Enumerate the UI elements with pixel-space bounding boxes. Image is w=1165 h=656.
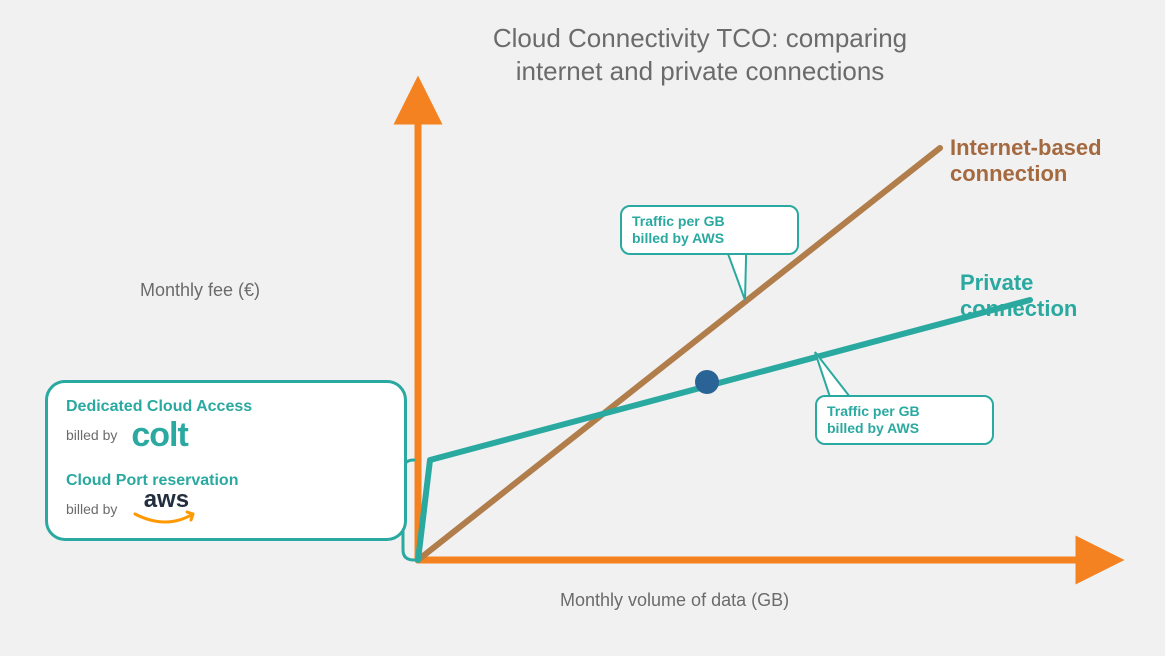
fixed-cost-item-1: Dedicated Cloud Access billed by colt (66, 397, 386, 455)
private-callout-l1: Traffic per GB (827, 403, 920, 419)
intersection-dot (695, 370, 719, 394)
colt-logo: colt (131, 416, 187, 455)
aws-logo: aws (131, 490, 201, 527)
internet-callout-l1: Traffic per GB (632, 213, 725, 229)
private-series-label: Private connection (960, 270, 1077, 323)
aws-smile-icon (131, 510, 201, 528)
internet-label-l2: connection (950, 161, 1067, 186)
chart-svg (0, 0, 1165, 656)
private-callout-l2: billed by AWS (827, 420, 919, 436)
y-axis-label: Monthly fee (€) (140, 280, 260, 302)
fixed-cost-item-2: Cloud Port reservation billed by aws (66, 471, 386, 527)
internet-label-l1: Internet-based (950, 135, 1102, 160)
private-label-l2: connection (960, 296, 1077, 321)
item1-title: Dedicated Cloud Access (66, 397, 386, 416)
fixed-cost-box: Dedicated Cloud Access billed by colt Cl… (45, 380, 407, 541)
private-label-l1: Private (960, 270, 1033, 295)
private-callout: Traffic per GB billed by AWS (815, 395, 994, 445)
item2-sub: billed by (66, 501, 117, 518)
chart-stage: Cloud Connectivity TCO: comparing intern… (0, 0, 1165, 656)
aws-logo-text: aws (144, 490, 189, 509)
internet-callout-l2: billed by AWS (632, 230, 724, 246)
x-axis-label: Monthly volume of data (GB) (560, 590, 789, 612)
internet-callout: Traffic per GB billed by AWS (620, 205, 799, 255)
item2-title: Cloud Port reservation (66, 471, 386, 490)
internet-series-label: Internet-based connection (950, 135, 1102, 188)
item1-sub: billed by (66, 427, 117, 444)
